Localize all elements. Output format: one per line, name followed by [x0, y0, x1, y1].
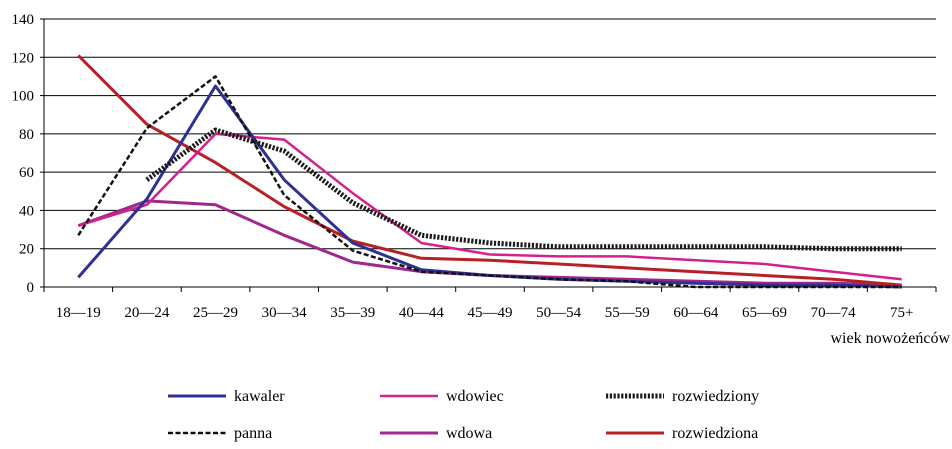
series-line-kawaler: [77, 84, 902, 289]
x-tick-label: 45—49: [468, 305, 513, 321]
x-tick-label: 75+: [890, 305, 913, 321]
x-axis-ticks: 18—19 20—24 25—29 30—34 35—39 40—44 45—49 50—54…: [56, 305, 914, 321]
x-tick-label: 25—29: [193, 305, 238, 321]
legend-label: rozwiedziona: [672, 425, 758, 442]
legend-label: rozwiedziony: [672, 388, 759, 405]
y-tick-label: 140: [12, 12, 35, 28]
x-tick-label: 35—39: [330, 305, 375, 321]
series-line-panna: [77, 75, 902, 289]
series-line-wdowa: [77, 199, 902, 287]
y-tick-label: 100: [12, 89, 35, 105]
grid-layer: [40, 18, 937, 292]
legend-label: panna: [234, 425, 272, 442]
y-tick-label: 120: [12, 50, 35, 66]
y-tick-label: 60: [19, 165, 34, 181]
legend-label: wdowiec: [446, 388, 504, 405]
x-tick-label: 30—34: [262, 305, 308, 321]
series-line-rozwiedziona: [77, 54, 902, 287]
x-tick-label: 50—54: [536, 305, 582, 321]
x-tick-label: 60—64: [673, 305, 719, 321]
y-tick-label: 80: [19, 127, 34, 143]
legend-label: wdowa: [446, 425, 492, 442]
x-tick-label: 40—44: [399, 305, 445, 321]
x-axis-label: wiek nowożeńców: [830, 330, 950, 347]
legend-label: kawaler: [234, 388, 285, 405]
y-tick-label: 20: [19, 242, 34, 258]
y-tick-label: 40: [19, 203, 34, 219]
legend: kawaler wdowiec rozwiedziony panna wdowa rozw…: [168, 388, 759, 442]
series-layer: [77, 54, 902, 289]
x-tick-label: 55—59: [605, 305, 650, 321]
x-tick-label: 70—74: [811, 305, 857, 321]
series-line-wdowiec: [77, 132, 902, 281]
x-tick-label: 18—19: [56, 305, 101, 321]
x-tick-label: 65—69: [742, 305, 787, 321]
x-tick-label: 20—24: [124, 305, 170, 321]
series-line-rozwiedziony: [145, 127, 902, 252]
y-tick-label: 0: [27, 280, 35, 296]
y-axis-ticks: 0 20 40 60 80 100 120 140: [12, 12, 35, 296]
